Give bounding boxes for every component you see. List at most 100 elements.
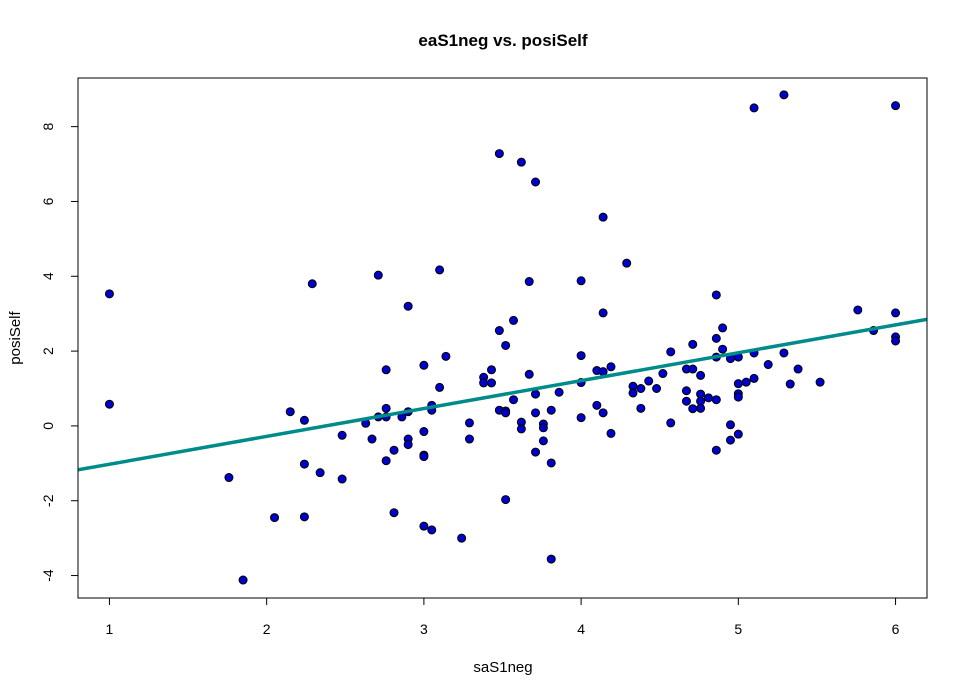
x-tick-label: 6 [892,621,900,637]
y-axis: -4 -2 0 2 4 6 8 [40,123,79,582]
data-point [299,459,309,469]
data-point [681,396,691,406]
data-point [494,326,504,336]
data-point [666,418,676,428]
data-point [733,379,743,389]
data-point [524,369,534,379]
data-point [652,384,662,394]
data-point [703,393,713,403]
x-tick-label: 4 [577,621,585,637]
y-tick-label: 0 [40,422,56,430]
data-point [389,508,399,518]
y-tick-label: -2 [40,494,56,507]
data-point [546,458,556,468]
data-point [598,367,608,377]
data-point [419,452,429,462]
data-point [688,404,698,414]
data-point [891,336,901,346]
data-point [718,344,728,354]
data-point [531,447,541,457]
data-point [891,101,901,111]
data-point [486,378,496,388]
data-point [696,403,706,413]
data-point [853,305,863,315]
data-point [815,377,825,387]
data-point [509,395,519,405]
data-point [104,399,114,409]
data-point [711,445,721,455]
data-point [779,348,789,358]
data-point [598,408,608,418]
data-point [285,407,295,417]
data-point [688,364,698,374]
data-point [419,427,429,437]
data-point [315,468,325,478]
regression-line [78,317,927,472]
data-point [337,474,347,484]
data-point [749,103,759,113]
data-point [779,90,789,100]
x-axis-label: saS1neg [473,659,532,676]
y-tick-label: 8 [40,123,56,131]
data-point [307,279,317,289]
y-axis-label: posiSelf [7,310,24,364]
data-point [688,339,698,349]
data-point [337,430,347,440]
data-point [644,376,654,386]
data-point [501,340,511,350]
x-tick-label: 1 [106,621,114,637]
data-point [299,512,309,522]
data-point [538,436,548,446]
data-point [785,379,795,389]
data-point [479,378,489,388]
data-point [381,456,391,466]
data-point [622,258,632,268]
y-tick-label: -4 [40,569,56,582]
data-point [457,533,467,543]
data-point [299,415,309,425]
data-point [711,395,721,405]
data-point [373,270,383,280]
data-point [389,445,399,455]
data-point [546,405,556,415]
y-tick-label: 6 [40,197,56,205]
data-point [403,440,413,450]
data-point [793,364,803,374]
data-point [666,347,676,357]
data-point [403,301,413,311]
data-point [464,418,474,428]
data-point [725,435,735,445]
data-point [381,403,391,413]
x-tick-label: 2 [263,621,271,637]
data-point [576,413,586,423]
data-point [419,360,429,370]
data-point [636,384,646,394]
y-tick-label: 4 [40,272,56,280]
data-point [531,389,541,399]
data-point [554,387,564,397]
data-point [658,369,668,379]
data-point [224,473,234,483]
data-point [733,392,743,402]
data-point [711,333,721,343]
data-point [381,365,391,375]
data-point [516,424,526,434]
data-point [104,289,114,299]
data-point [606,362,616,372]
data-point [636,403,646,413]
data-point [538,423,548,433]
data-point [598,308,608,318]
plot-area [78,90,927,585]
data-point [419,521,429,531]
data-point [576,276,586,286]
data-point [509,315,519,325]
data-point [524,277,534,287]
x-tick-label: 5 [734,621,742,637]
y-tick-label: 2 [40,347,56,355]
data-point [598,212,608,222]
data-point [718,323,728,333]
data-point [531,408,541,418]
chart-title: eaS1neg vs. posiSelf [418,31,587,50]
